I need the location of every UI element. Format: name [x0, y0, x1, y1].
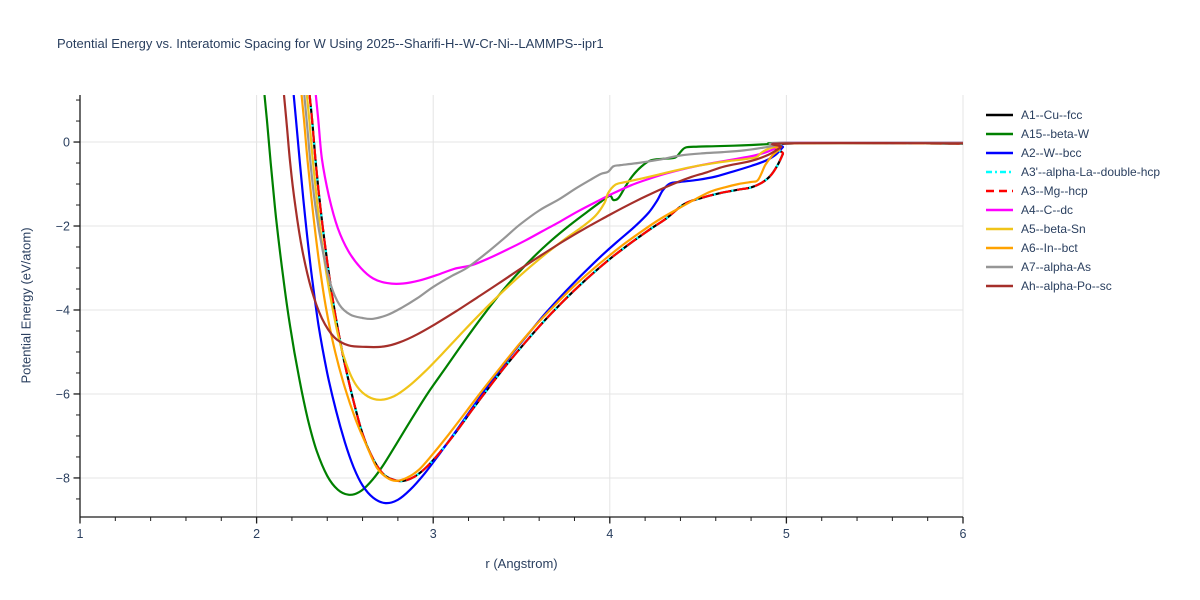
series-A4--C--dc [314, 95, 963, 285]
x-tick-label-3: 3 [430, 527, 437, 541]
legend-line-sample [986, 113, 1013, 116]
legend-line-sample [986, 189, 1013, 192]
x-tick-label-5: 5 [783, 527, 790, 541]
legend-item-A3'--alpha-La--double-hcp[interactable]: A3'--alpha-La--double-hcp [986, 162, 1160, 181]
series-A3--Mg--hcp [308, 95, 963, 483]
chart-title: Potential Energy vs. Interatomic Spacing… [57, 36, 604, 51]
axes: 1 2 3 4 5 6 0 −2 −4 −6 −8 [56, 95, 967, 541]
legend-line-sample [986, 227, 1013, 230]
legend-item-A1--Cu--fcc[interactable]: A1--Cu--fcc [986, 105, 1160, 124]
y-tick-label--8: −8 [56, 471, 70, 485]
series-A6--In--bct [300, 95, 963, 482]
legend: A1--Cu--fcc A15--beta-W A2--W--bcc A3'--alp… [986, 105, 1160, 295]
legend-label: A7--alpha-As [1021, 259, 1092, 274]
series-A7--alpha-As [303, 95, 963, 321]
y-axis-title: Potential Energy (eV/atom) [18, 227, 34, 384]
legend-line-sample [986, 284, 1013, 287]
series-A5--beta-Sn [305, 95, 963, 401]
legend-label: A2--W--bcc [1021, 145, 1082, 160]
legend-label: A5--beta-Sn [1021, 221, 1086, 236]
legend-line-sample [986, 246, 1013, 249]
x-axis-title: r (Angstrom) [485, 556, 558, 571]
legend-line-sample [986, 151, 1013, 154]
legend-line-sample [986, 132, 1013, 135]
y-tick-label-0: 0 [63, 136, 70, 150]
series-A2--W--bcc [292, 95, 963, 505]
legend-item-A5--beta-Sn[interactable]: A5--beta-Sn [986, 219, 1160, 238]
legend-item-A3--Mg--hcp[interactable]: A3--Mg--hcp [986, 181, 1160, 200]
y-tick-label--4: −4 [56, 303, 70, 317]
legend-line-sample [986, 265, 1013, 268]
x-tick-label-6: 6 [960, 527, 967, 541]
gridlines [80, 95, 964, 517]
x-tick-label-1: 1 [77, 527, 84, 541]
legend-label: A15--beta-W [1021, 126, 1090, 141]
y-tick-label--6: −6 [56, 387, 70, 401]
legend-label: A3'--alpha-La--double-hcp [1021, 164, 1161, 179]
series-A15--beta-W [263, 95, 963, 496]
legend-label: A1--Cu--fcc [1021, 107, 1083, 122]
y-tick-label--2: −2 [56, 220, 70, 234]
legend-item-A15--beta-W[interactable]: A15--beta-W [986, 124, 1160, 143]
legend-item-A4--C--dc[interactable]: A4--C--dc [986, 200, 1160, 219]
legend-label: A4--C--dc [1021, 202, 1074, 217]
legend-label: A3--Mg--hcp [1021, 183, 1088, 198]
legend-item-Ah--alpha-Po--sc[interactable]: Ah--alpha-Po--sc [986, 276, 1160, 295]
legend-label: Ah--alpha-Po--sc [1021, 278, 1112, 293]
series-Ah--alpha-Po--sc [282, 95, 963, 349]
x-tick-label-4: 4 [606, 527, 613, 541]
series-group [263, 95, 963, 505]
x-tick-label-2: 2 [253, 527, 260, 541]
legend-item-A2--W--bcc[interactable]: A2--W--bcc [986, 143, 1160, 162]
legend-line-sample [986, 208, 1013, 211]
legend-item-A6--In--bct[interactable]: A6--In--bct [986, 238, 1160, 257]
series-A3'--alpha-La--double-hcp [308, 95, 963, 483]
legend-label: A6--In--bct [1021, 240, 1078, 255]
legend-line-sample [986, 170, 1013, 173]
legend-item-A7--alpha-As[interactable]: A7--alpha-As [986, 257, 1160, 276]
series-A1--Cu--fcc [308, 95, 963, 483]
